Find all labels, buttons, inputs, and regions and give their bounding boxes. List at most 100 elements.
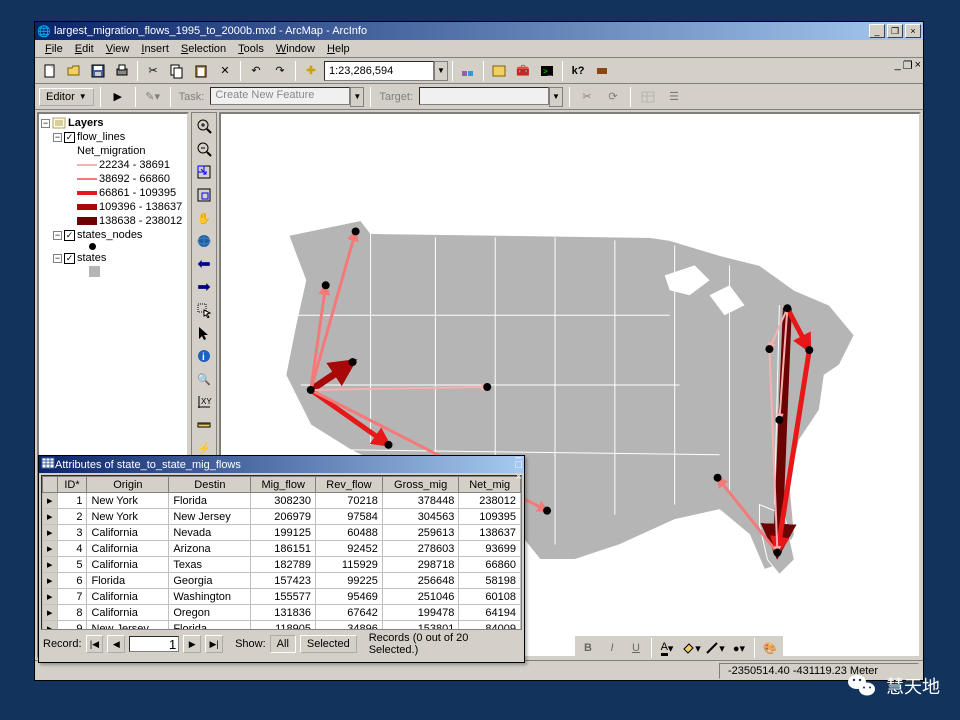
next-record[interactable]: ▶: [183, 635, 201, 653]
scale-dropdown[interactable]: ▼: [434, 61, 448, 81]
print-button[interactable]: [111, 60, 133, 82]
menu-tools[interactable]: Tools: [232, 42, 270, 56]
row-selector[interactable]: ▸: [43, 557, 58, 573]
toc-expander-root[interactable]: −: [41, 119, 50, 128]
fixed-zoom-out-tool[interactable]: [193, 184, 215, 206]
attribute-window[interactable]: Attributes of state_to_state_mig_flows _…: [38, 455, 525, 663]
col-Net_mig[interactable]: Net_mig: [459, 477, 521, 493]
bold-button[interactable]: B: [577, 637, 599, 659]
row-selector[interactable]: ▸: [43, 525, 58, 541]
col-ID*[interactable]: ID*: [57, 477, 87, 493]
row-selector[interactable]: ▸: [43, 493, 58, 509]
editor-toolbar-icon[interactable]: [457, 60, 479, 82]
zoom-in-tool[interactable]: [193, 115, 215, 137]
last-record[interactable]: ▶|: [205, 635, 223, 653]
add-data-button[interactable]: ✚: [300, 60, 322, 82]
layer-states-nodes[interactable]: states_nodes: [77, 229, 142, 241]
table-row[interactable]: ▸ 9New JerseyFlorida 1189053489615380184…: [43, 621, 521, 631]
model-builder-button[interactable]: [591, 60, 613, 82]
toc-check-flow[interactable]: ✓: [64, 132, 75, 143]
prev-record[interactable]: ◀: [107, 635, 125, 653]
attr-title-bar[interactable]: Attributes of state_to_state_mig_flows _…: [39, 456, 524, 473]
show-all-button[interactable]: All: [270, 635, 296, 653]
attributes-icon[interactable]: [637, 86, 659, 108]
target-dropdown[interactable]: ▼: [549, 87, 563, 107]
delete-button[interactable]: ✕: [214, 60, 236, 82]
command-line-button[interactable]: >_: [536, 60, 558, 82]
underline-button[interactable]: U: [625, 637, 647, 659]
menu-selection[interactable]: Selection: [175, 42, 232, 56]
edit-tool[interactable]: ▶: [107, 86, 129, 108]
row-selector[interactable]: ▸: [43, 621, 58, 631]
identify-tool[interactable]: i: [193, 345, 215, 367]
col-Destin[interactable]: Destin: [169, 477, 251, 493]
toc-check-states[interactable]: ✓: [64, 253, 75, 264]
fixed-zoom-in-tool[interactable]: [193, 161, 215, 183]
cut-button[interactable]: ✂: [142, 60, 164, 82]
forward-tool[interactable]: ➡: [193, 276, 215, 298]
restore-button[interactable]: ❐: [887, 24, 903, 38]
toc-expander-flow[interactable]: −: [53, 133, 62, 142]
layer-flow-lines[interactable]: flow_lines: [77, 131, 125, 143]
table-row[interactable]: ▸ 8CaliforniaOregon 13183667642199478641…: [43, 605, 521, 621]
menu-view[interactable]: View: [100, 42, 136, 56]
marker-color-button[interactable]: ●▾: [728, 637, 750, 659]
task-combo[interactable]: Create New Feature: [210, 87, 350, 105]
toc-expander-nodes[interactable]: −: [53, 231, 62, 240]
sketch-properties-icon[interactable]: ☰: [663, 86, 685, 108]
col-Mig_flow[interactable]: Mig_flow: [251, 477, 316, 493]
menu-file[interactable]: File: [39, 42, 69, 56]
attr-minimize[interactable]: _: [515, 447, 522, 459]
editor-dropdown[interactable]: Editor▼: [39, 88, 94, 106]
row-selector[interactable]: ▸: [43, 541, 58, 557]
find-tool[interactable]: 🔍: [193, 368, 215, 390]
col-Rev_flow[interactable]: Rev_flow: [316, 477, 383, 493]
col-Gross_mig[interactable]: Gross_mig: [382, 477, 459, 493]
new-button[interactable]: [39, 60, 61, 82]
close-button[interactable]: ×: [905, 24, 921, 38]
split-tool-icon[interactable]: ✂: [576, 86, 598, 108]
minimize-button[interactable]: _: [869, 24, 885, 38]
table-row[interactable]: ▸ 6FloridaGeorgia 1574239922525664858198: [43, 573, 521, 589]
first-record[interactable]: |◀: [86, 635, 104, 653]
toc-check-nodes[interactable]: ✓: [64, 230, 75, 241]
select-elements-tool[interactable]: [193, 322, 215, 344]
target-combo[interactable]: [419, 87, 549, 105]
sketch-tool[interactable]: ✎▾: [142, 86, 164, 108]
pan-tool[interactable]: ✋: [193, 207, 215, 229]
show-selected-button[interactable]: Selected: [300, 635, 357, 653]
redo-button[interactable]: ↷: [269, 60, 291, 82]
menu-insert[interactable]: Insert: [135, 42, 175, 56]
attr-maximize[interactable]: □: [515, 459, 522, 471]
help-button[interactable]: k?: [567, 60, 589, 82]
menu-window[interactable]: Window: [270, 42, 321, 56]
open-button[interactable]: [63, 60, 85, 82]
attr-grid[interactable]: ID*OriginDestinMig_flowRev_flowGross_mig…: [41, 475, 522, 630]
arctoolbox-button[interactable]: 🧰: [512, 60, 534, 82]
copy-button[interactable]: [166, 60, 188, 82]
save-button[interactable]: [87, 60, 109, 82]
row-selector[interactable]: ▸: [43, 573, 58, 589]
zoom-out-tool[interactable]: [193, 138, 215, 160]
task-dropdown[interactable]: ▼: [350, 87, 364, 107]
goto-xy-tool[interactable]: XY: [193, 391, 215, 413]
line-color-button[interactable]: ▾: [704, 637, 726, 659]
table-row[interactable]: ▸ 5CaliforniaTexas 182789115929298718668…: [43, 557, 521, 573]
col-Origin[interactable]: Origin: [87, 477, 169, 493]
fill-color-button[interactable]: ▾: [680, 637, 702, 659]
select-features-tool[interactable]: [193, 299, 215, 321]
rotate-tool-icon[interactable]: ⟳: [602, 86, 624, 108]
table-row[interactable]: ▸ 3CaliforniaNevada 19912560488259613138…: [43, 525, 521, 541]
table-row[interactable]: ▸ 7CaliforniaWashington 1555779546925104…: [43, 589, 521, 605]
font-color-button[interactable]: A▾: [656, 637, 678, 659]
row-selector[interactable]: ▸: [43, 605, 58, 621]
attr-close[interactable]: ×: [515, 471, 522, 483]
table-row[interactable]: ▸ 4CaliforniaArizona 1861519245227860393…: [43, 541, 521, 557]
row-selector[interactable]: ▸: [43, 509, 58, 525]
mdi-minimize[interactable]: _: [895, 59, 901, 72]
layer-states[interactable]: states: [77, 252, 106, 264]
back-tool[interactable]: ⬅: [193, 253, 215, 275]
record-input[interactable]: [129, 636, 179, 652]
mdi-close[interactable]: ×: [915, 59, 921, 72]
table-row[interactable]: ▸ 2New YorkNew Jersey 206979975843045631…: [43, 509, 521, 525]
